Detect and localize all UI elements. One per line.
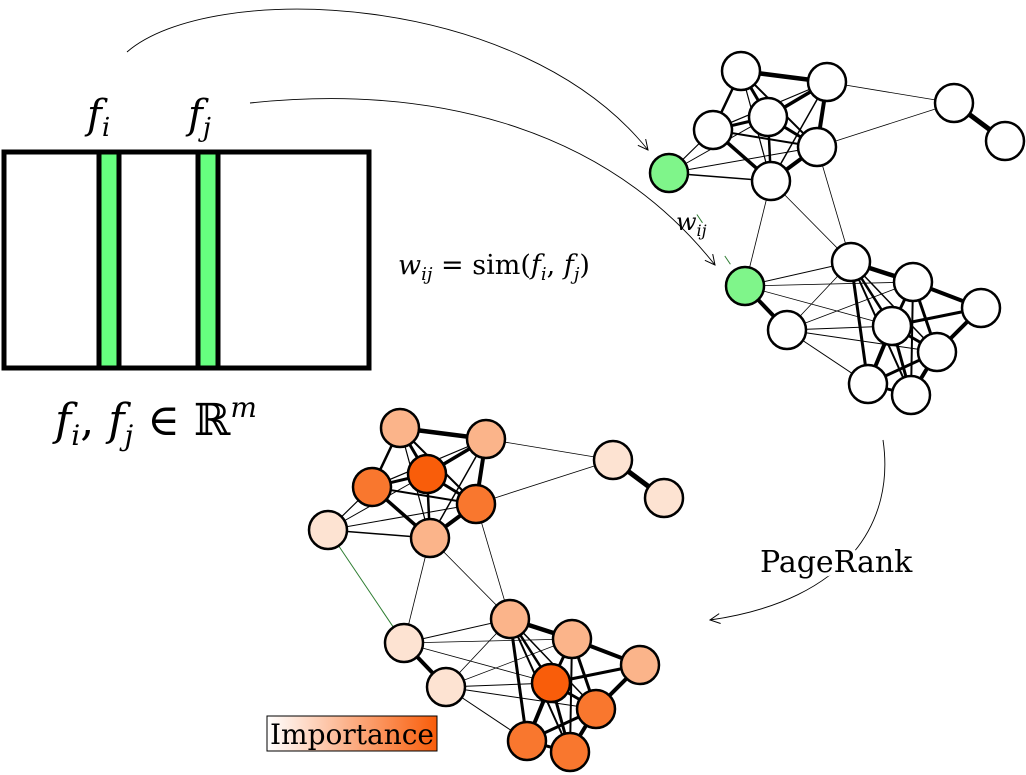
arrow-fi-to-node bbox=[126, 8, 648, 150]
importance-node-c9 bbox=[549, 731, 591, 773]
importance-node-c8 bbox=[506, 720, 548, 762]
graph-edge bbox=[826, 81, 955, 104]
graph-edge bbox=[403, 638, 573, 644]
graph-edge bbox=[849, 261, 870, 385]
importance-node-b1 bbox=[592, 439, 634, 481]
label-similarity-weight: wij = sim(fi, fj) bbox=[398, 250, 590, 285]
graph-edge bbox=[744, 285, 893, 327]
graph-edge bbox=[485, 438, 614, 461]
label-pagerank: PageRank bbox=[760, 545, 913, 580]
graph-node-a2 bbox=[806, 61, 848, 103]
graph-node-c4 bbox=[892, 261, 934, 303]
graph-node-a4 bbox=[747, 96, 789, 138]
graph-node-c2 bbox=[766, 309, 808, 351]
importance-label: Importance bbox=[270, 718, 434, 751]
importance-graph bbox=[307, 407, 685, 773]
importance-node-a5 bbox=[455, 483, 497, 525]
importance-node-a6 bbox=[307, 509, 349, 551]
graph-node-c6 bbox=[871, 305, 913, 347]
graph-node-c7 bbox=[916, 331, 958, 373]
graph-edge bbox=[403, 642, 552, 684]
graph-edge bbox=[668, 146, 818, 174]
importance-node-c2 bbox=[425, 666, 467, 708]
graph-node-c3 bbox=[830, 241, 872, 283]
feature-column-fi bbox=[96, 149, 122, 371]
importance-gradient-bar bbox=[266, 715, 438, 752]
importance-node-c4 bbox=[551, 618, 593, 660]
graph-edge bbox=[327, 503, 477, 531]
label-fi: fi bbox=[84, 92, 110, 143]
importance-node-b2 bbox=[643, 477, 685, 519]
similarity-graph bbox=[648, 50, 1026, 416]
importance-node-c6 bbox=[530, 662, 572, 704]
graph-edge bbox=[816, 102, 955, 148]
graph-node-a7 bbox=[750, 160, 792, 202]
importance-node-c7 bbox=[575, 688, 617, 730]
graph-node-a5 bbox=[796, 126, 838, 168]
graph-node-a1 bbox=[720, 50, 762, 92]
graph-node-c8 bbox=[847, 363, 889, 405]
matrix-box bbox=[1, 149, 372, 371]
graph-node-b2 bbox=[984, 120, 1026, 162]
feature-matrix bbox=[1, 149, 372, 371]
arrow-pagerank bbox=[710, 439, 886, 620]
label-feature-space: fi, fj ∈ ℝm bbox=[52, 391, 257, 452]
graph-node-a6 bbox=[648, 152, 690, 194]
graph-node-c9 bbox=[890, 374, 932, 416]
graph-node-c1 bbox=[724, 265, 766, 307]
graph-edge bbox=[786, 281, 914, 331]
importance-node-a3 bbox=[351, 466, 393, 508]
graph-edge bbox=[445, 638, 573, 688]
selected-edge-wij bbox=[327, 529, 405, 644]
graph-node-b1 bbox=[933, 82, 975, 124]
importance-node-a7 bbox=[409, 517, 451, 559]
feature-column-fj bbox=[195, 149, 221, 371]
importance-node-a4 bbox=[406, 453, 448, 495]
graph-node-c5 bbox=[960, 287, 1002, 329]
importance-legend: Importance bbox=[266, 715, 438, 752]
graph-edge bbox=[508, 618, 529, 742]
importance-node-c3 bbox=[489, 598, 531, 640]
label-edge-weight: wij bbox=[676, 208, 707, 240]
arrow-fj-to-node bbox=[249, 98, 715, 265]
importance-node-c5 bbox=[619, 644, 661, 686]
graph-node-a3 bbox=[692, 109, 734, 151]
graph-edge bbox=[475, 459, 614, 505]
importance-node-c1 bbox=[383, 622, 425, 664]
label-fj: fj bbox=[185, 92, 211, 143]
importance-node-a1 bbox=[379, 407, 421, 449]
importance-node-a2 bbox=[465, 418, 507, 460]
graph-edge bbox=[744, 281, 914, 287]
